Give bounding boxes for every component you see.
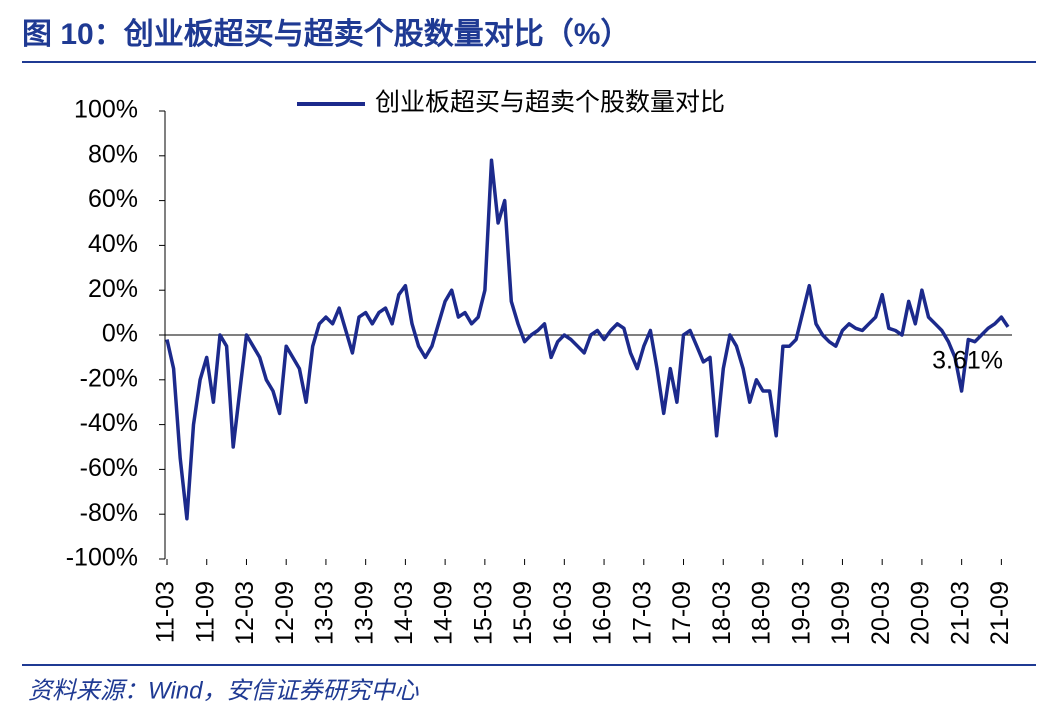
x-tick-label: 13-09 [350,581,378,645]
x-tick-label: 16-09 [589,581,617,645]
y-tick-label: -40% [80,409,138,437]
y-tick-label: 60% [88,185,138,213]
x-tick-label: 17-09 [668,581,696,645]
x-tick-label: 14-03 [390,581,418,645]
x-tick-label: 21-09 [986,581,1014,645]
y-tick-label: 100% [74,96,138,124]
x-tick-label: 12-09 [271,581,299,645]
y-tick-label: 40% [88,230,138,258]
legend-label: 创业板超买与超卖个股数量对比 [375,89,725,117]
x-tick-label: 13-03 [311,581,339,645]
x-tick-label: 15-03 [469,581,497,645]
x-tick-label: 15-09 [509,581,537,645]
annotation: 3.61% [932,347,1003,375]
x-tick-label: 21-03 [946,581,974,645]
y-tick-label: -80% [80,499,138,527]
x-tick-label: 17-03 [628,581,656,645]
x-tick-label: 18-03 [708,581,736,645]
y-tick-label: -60% [80,454,138,482]
y-tick-label: 80% [88,140,138,168]
y-tick-label: -20% [80,364,138,392]
x-tick-label: 19-09 [827,581,855,645]
y-tick-label: -100% [66,544,138,572]
x-tick-label: 14-09 [430,581,458,645]
y-tick-label: 0% [102,320,138,348]
x-tick-label: 11-03 [152,581,180,643]
x-tick-label: 18-09 [748,581,776,645]
source: 资料来源：Wind，安信证券研究中心 [28,677,419,704]
x-tick-label: 12-03 [231,581,259,645]
x-tick-label: 11-09 [191,581,219,643]
chart-title: 图 10：创业板超买与超卖个股数量对比（%） [22,17,630,51]
line [165,158,1010,521]
x-tick-label: 16-03 [549,581,577,645]
x-tick-label: 19-03 [787,581,815,645]
x-tick-label: 20-09 [907,581,935,645]
x-tick-label: 20-03 [867,581,895,645]
y-tick-label: 20% [88,275,138,303]
